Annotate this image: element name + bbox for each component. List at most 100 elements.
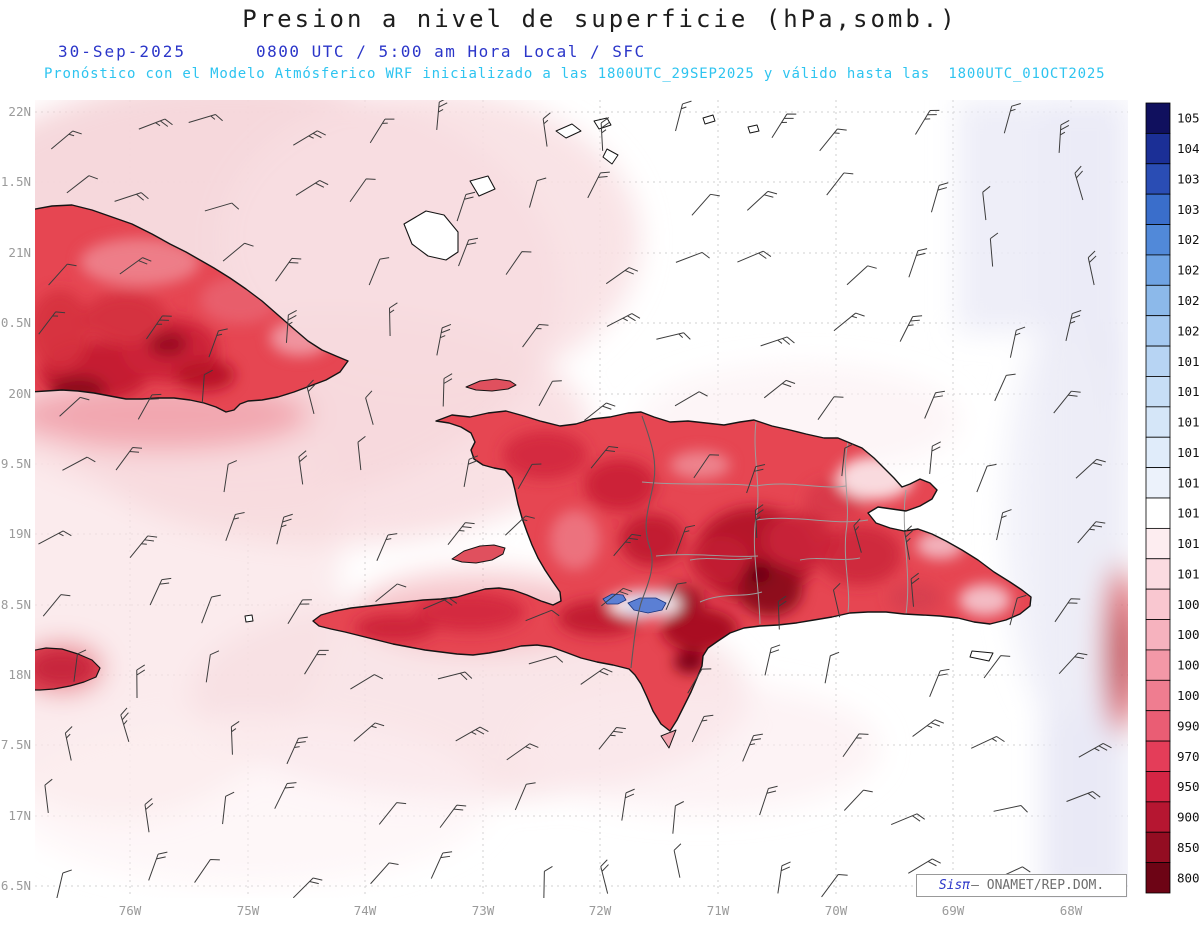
lat-tick-label: 22N — [8, 104, 31, 119]
lat-tick-label: 18N — [8, 667, 31, 682]
wind-barb — [525, 609, 560, 622]
wind-barb — [824, 651, 840, 684]
colorbar-label: 1025 — [1177, 263, 1200, 278]
page-title: Presion a nivel de superficie (hPa,somb.… — [242, 5, 958, 33]
saona-island-coastline — [969, 650, 994, 662]
wind-barb — [66, 175, 98, 194]
shading-blob — [550, 510, 600, 570]
wind-barb — [188, 113, 223, 124]
colorbar-label: 1016 — [1177, 445, 1200, 460]
wind-barb — [656, 332, 691, 340]
wind-barb — [826, 172, 854, 196]
wind-barb — [38, 311, 66, 335]
wind-barb — [675, 100, 692, 132]
wind-barb — [1058, 120, 1070, 153]
wind-barb — [590, 445, 619, 469]
wind-barb — [275, 257, 302, 282]
wind-barb — [349, 178, 376, 203]
wind-barb — [201, 594, 221, 624]
attribution-text: — ONAMET/REP.DOM. — [971, 878, 1105, 893]
lat-tick-label: 8.5N — [1, 597, 31, 612]
wind-barb — [389, 302, 398, 337]
lon-tick-label: 76W — [119, 903, 142, 918]
wind-barb — [436, 100, 448, 130]
colorbar-label: 1020 — [1177, 323, 1200, 338]
wind-barb — [737, 250, 772, 263]
great-inagua-coastline — [403, 210, 459, 261]
wind-barb — [137, 393, 162, 420]
wind-barb — [295, 180, 329, 196]
wind-barb — [423, 597, 458, 610]
wind-barb — [764, 644, 781, 676]
wind-barb — [378, 802, 407, 825]
wind-barb — [982, 185, 991, 221]
colorbar-label: 1050 — [1177, 111, 1200, 126]
wind-barb — [376, 533, 398, 561]
wind-barb — [930, 182, 949, 213]
province-border — [655, 554, 759, 557]
shading-wash — [520, 683, 880, 813]
lat-tick-label: 1.5N — [1, 174, 31, 189]
wind-barb — [1009, 594, 1027, 626]
shading-blob — [662, 608, 738, 652]
shading-blob — [355, 614, 435, 642]
date-line: 30-Sep-2025 0800 UTC / 5:00 am Hora Loca… — [0, 42, 1200, 62]
wind-barb — [285, 310, 297, 343]
shading-wash — [958, 100, 1128, 332]
wind-barb — [760, 336, 795, 347]
shading-wash — [1114, 609, 1128, 701]
wind-barb — [1003, 103, 1021, 134]
wind-barb — [687, 668, 712, 694]
wind-barb-field — [38, 100, 1112, 898]
colorbar-segment — [1145, 771, 1171, 803]
colorbar-segment — [1145, 467, 1171, 499]
islet-2-fill — [748, 125, 759, 133]
wind-barb — [754, 504, 764, 539]
colorbar-label: 1040 — [1177, 141, 1200, 156]
lon-tick-label: 74W — [354, 903, 377, 918]
colorbar-segment — [1145, 406, 1171, 438]
wind-barb — [225, 511, 245, 541]
wind-barb — [601, 587, 633, 607]
province-border — [755, 517, 869, 523]
colorbar-segment — [1145, 345, 1171, 377]
lon-tick-label: 72W — [589, 903, 612, 918]
wind-barb — [223, 460, 238, 493]
wind-barb — [584, 402, 616, 421]
navassa-island-fill — [245, 615, 253, 622]
forecast-date: 30-Sep-2025 — [58, 42, 186, 61]
wind-barb — [528, 655, 564, 665]
hispaniola-coastline — [312, 410, 1032, 732]
wind-barb — [447, 522, 475, 546]
wind-barb — [528, 177, 547, 208]
lat-tick-label: 19N — [8, 526, 31, 541]
wind-barb — [1009, 326, 1026, 358]
forecast-time: 0800 UTC / 5:00 am Hora Local / SFC — [256, 42, 646, 61]
islet-1-coastline — [702, 114, 716, 125]
wind-barb — [819, 128, 847, 152]
wind-barb — [230, 720, 240, 755]
wind-barb — [304, 649, 329, 675]
saona-island-fill — [970, 651, 993, 661]
shading-blob — [690, 536, 750, 584]
wind-barb — [204, 202, 240, 212]
colorbar-label: 1006 — [1177, 627, 1200, 642]
wind-barb — [205, 650, 220, 683]
colorbar: 1050 1040 1038 1030 1028 1025 1022 1020 1019 1018… — [1145, 102, 1200, 894]
wind-barb — [194, 858, 220, 883]
shading-blob — [584, 459, 656, 511]
colorbar-segment — [1145, 527, 1171, 560]
colorbar-label: 1012 — [1177, 536, 1200, 551]
wind-barb — [353, 722, 385, 742]
wind-barb — [350, 674, 384, 690]
colorbar-segment — [1145, 315, 1171, 347]
wind-barb — [742, 733, 763, 762]
wind-barb — [1065, 310, 1082, 341]
province-border — [641, 481, 757, 487]
wind-barb — [908, 248, 928, 278]
province-border — [799, 557, 861, 561]
caicos-2-coastline — [593, 117, 612, 130]
wind-barb — [436, 323, 452, 356]
wind-barb — [42, 594, 71, 617]
